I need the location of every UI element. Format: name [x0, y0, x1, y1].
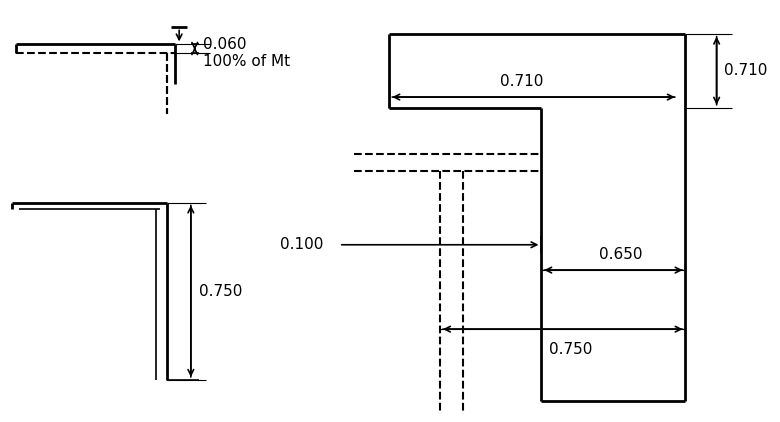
Text: 0.710: 0.710	[500, 73, 544, 89]
Text: 0.750: 0.750	[549, 342, 592, 357]
Text: 0.650: 0.650	[600, 246, 643, 262]
Text: 0.100: 0.100	[280, 237, 323, 252]
Text: 0.710: 0.710	[725, 63, 768, 78]
Text: 0.750: 0.750	[199, 284, 242, 299]
Text: 0.060
100% of Mt: 0.060 100% of Mt	[203, 37, 289, 69]
